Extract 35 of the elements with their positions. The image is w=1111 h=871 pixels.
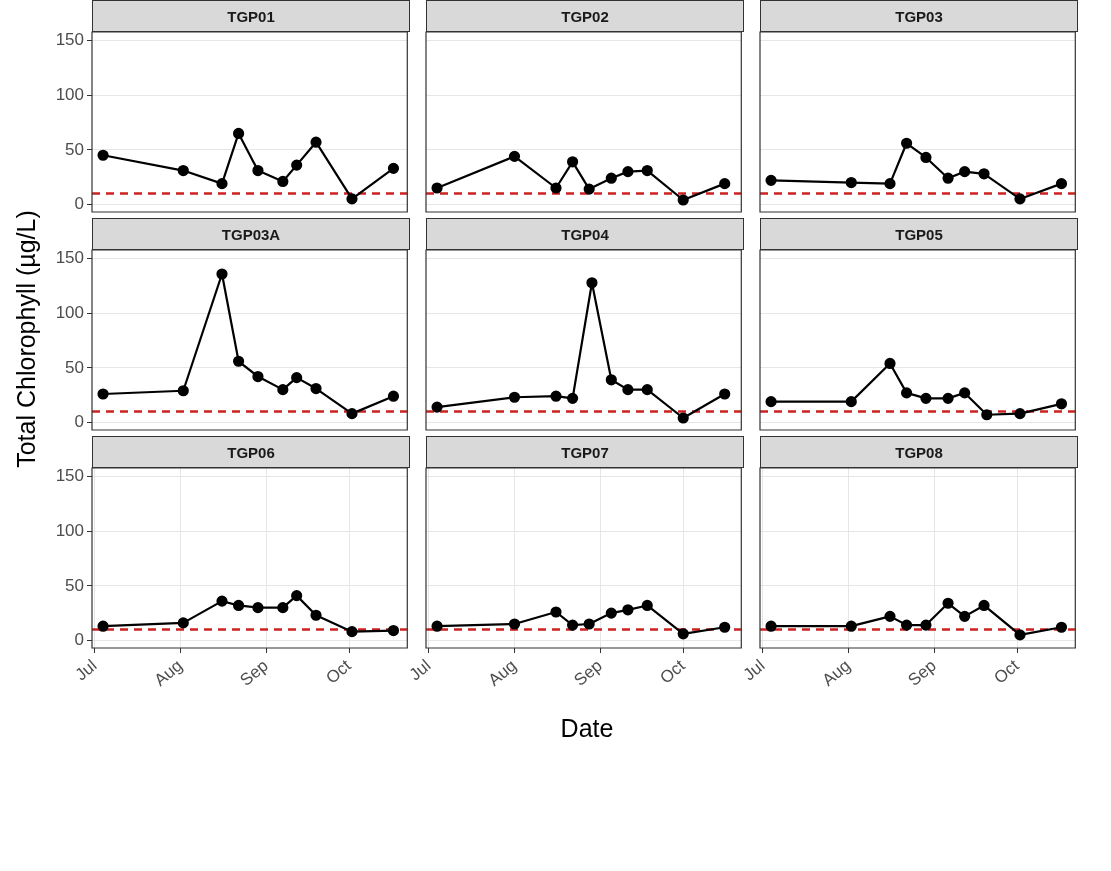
x-tick-label: Oct bbox=[990, 655, 1024, 688]
y-tick-label: 0 bbox=[74, 412, 84, 432]
y-tick-label: 150 bbox=[55, 248, 84, 268]
chart-title: TGP05 bbox=[760, 218, 1078, 250]
x-tick-label: Jul bbox=[405, 655, 435, 685]
chart-title: TGP03 bbox=[760, 0, 1078, 32]
chart-title: TGP01 bbox=[92, 0, 410, 32]
x-tick-label: Jul bbox=[71, 655, 101, 685]
y-tick-label: 150 bbox=[55, 466, 84, 486]
y-tick-label: 50 bbox=[65, 357, 84, 377]
y-tick-label: 0 bbox=[74, 194, 84, 214]
y-tick-label: 0 bbox=[74, 630, 84, 650]
chart-title: TGP02 bbox=[426, 0, 744, 32]
chart-title: TGP04 bbox=[426, 218, 744, 250]
x-tick-label: Aug bbox=[818, 655, 855, 690]
y-tick-label: 100 bbox=[55, 302, 84, 322]
x-tick-label: Sep bbox=[904, 655, 940, 690]
y-tick-label: 100 bbox=[55, 520, 84, 540]
y-tick-label: 50 bbox=[65, 139, 84, 159]
x-tick-label: Oct bbox=[656, 655, 690, 688]
x-tick-label: Sep bbox=[570, 655, 606, 690]
chart-title: TGP06 bbox=[92, 436, 410, 468]
chart-title: TGP07 bbox=[426, 436, 744, 468]
y-tick-label: 50 bbox=[65, 575, 84, 595]
x-tick-label: Oct bbox=[322, 655, 356, 688]
x-axis-title: Date bbox=[559, 714, 615, 743]
x-tick-label: Aug bbox=[150, 655, 187, 690]
x-tick-label: Aug bbox=[484, 655, 521, 690]
x-tick-label: Sep bbox=[236, 655, 272, 690]
y-tick-label: 100 bbox=[55, 84, 84, 104]
chart-title: TGP08 bbox=[760, 436, 1078, 468]
x-tick-label: Jul bbox=[739, 655, 769, 685]
y-tick-label: 150 bbox=[55, 30, 84, 50]
y-axis-title: Total Chlorophyll (µg/L) bbox=[11, 209, 41, 468]
chart-title: TGP03A bbox=[92, 218, 410, 250]
